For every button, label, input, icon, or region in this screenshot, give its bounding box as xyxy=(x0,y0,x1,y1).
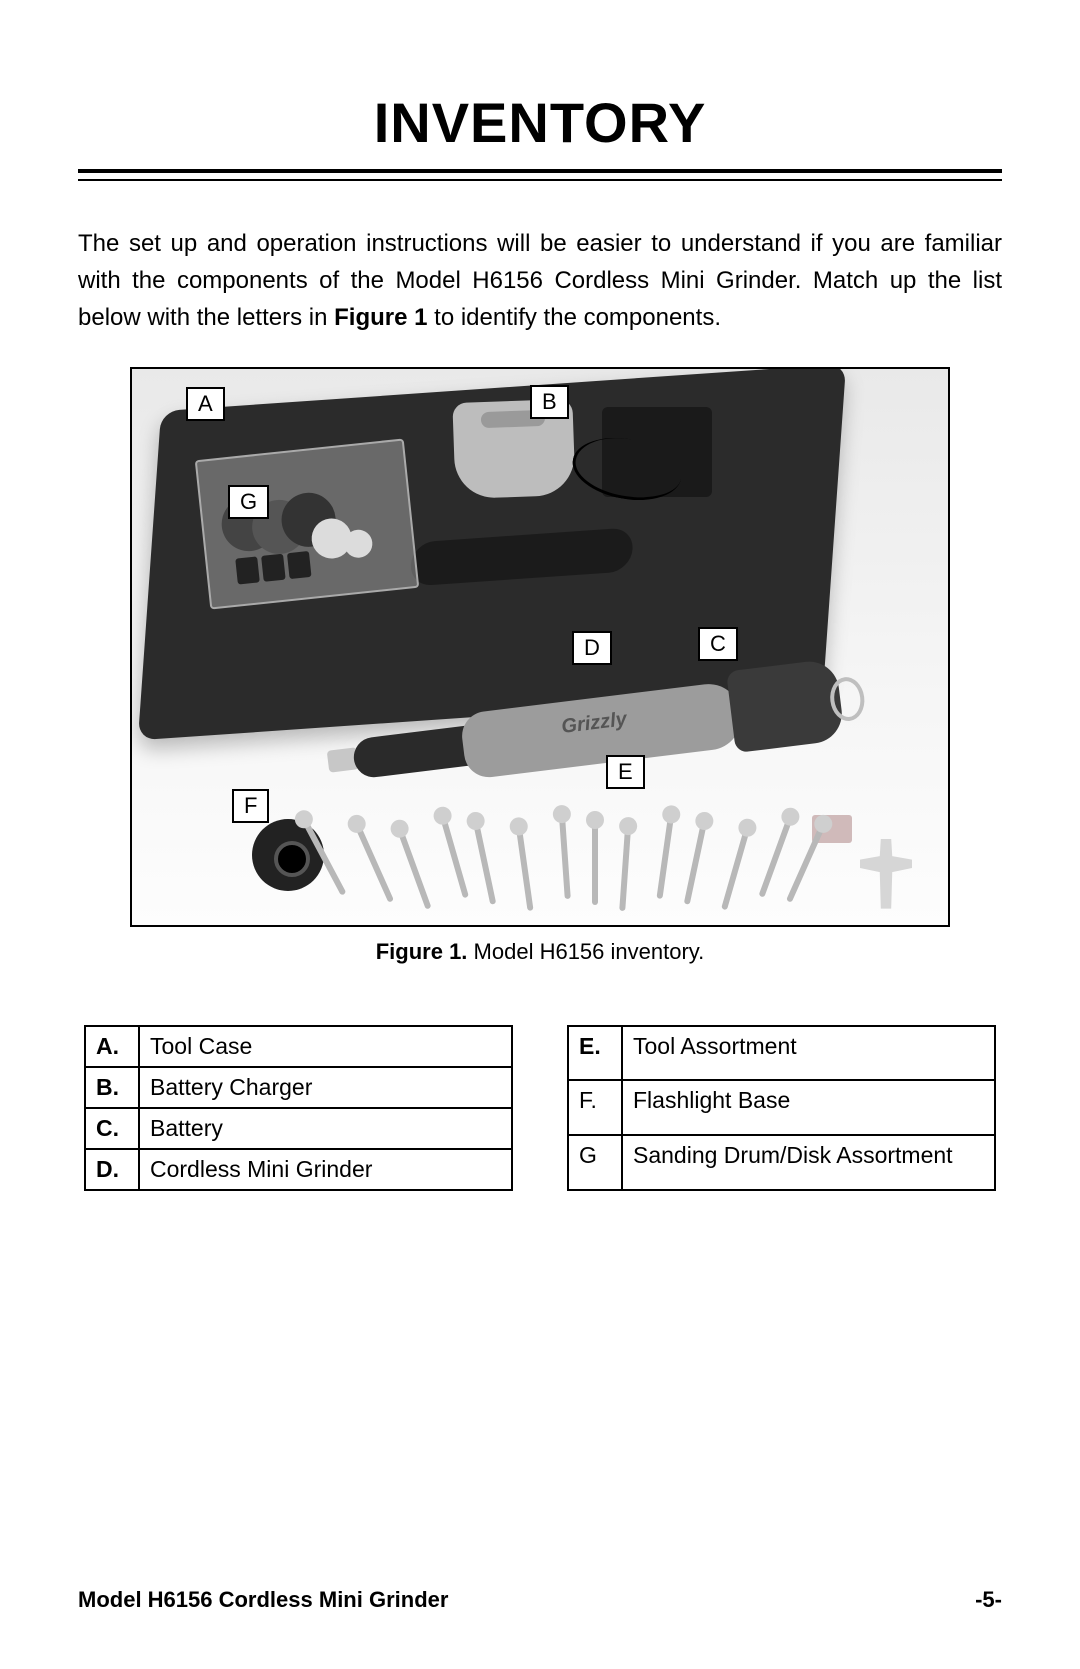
component-name: Sanding Drum/Disk Assortment xyxy=(622,1135,995,1190)
rule-thin xyxy=(78,179,1002,181)
tool-bit-icon xyxy=(721,831,749,910)
table-row: B.Battery Charger xyxy=(85,1067,512,1108)
component-name: Tool Assortment xyxy=(622,1026,995,1081)
component-name: Battery Charger xyxy=(139,1067,512,1108)
sanding-tray-shape xyxy=(195,438,420,609)
table-row: GSanding Drum/Disk Assortment xyxy=(568,1135,995,1190)
table-row: D.Cordless Mini Grinder xyxy=(85,1149,512,1190)
tool-bit-icon xyxy=(592,825,598,905)
callout-label-d: D xyxy=(572,631,612,665)
component-key: E. xyxy=(568,1026,622,1081)
page-title: INVENTORY xyxy=(78,90,1002,155)
rule-thick xyxy=(78,169,1002,173)
callout-label-g: G xyxy=(228,485,269,519)
component-key: D. xyxy=(85,1149,139,1190)
table-row: F.Flashlight Base xyxy=(568,1080,995,1135)
caption-bold: Figure 1. xyxy=(376,939,468,964)
callout-label-e: E xyxy=(606,755,645,789)
intro-bold: Figure 1 xyxy=(334,304,427,331)
components-table-left: A.Tool CaseB.Battery ChargerC.BatteryD.C… xyxy=(84,1025,513,1191)
wrench-icon xyxy=(860,839,912,909)
component-key: C. xyxy=(85,1108,139,1149)
table-row: A.Tool Case xyxy=(85,1026,512,1067)
case-handle-shape xyxy=(409,527,634,586)
tool-bit-icon xyxy=(516,831,533,911)
tool-bit-icon xyxy=(619,830,631,910)
component-name: Flashlight Base xyxy=(622,1080,995,1135)
tool-bit-icon xyxy=(474,825,497,904)
component-tables: A.Tool CaseB.Battery ChargerC.BatteryD.C… xyxy=(78,1025,1002,1191)
tool-bit-icon xyxy=(759,820,792,897)
tool-bit-icon xyxy=(356,827,394,903)
tool-bit-icon xyxy=(786,827,824,903)
caption-rest: Model H6156 inventory. xyxy=(467,939,704,964)
tool-assortment-shape xyxy=(282,799,912,919)
intro-post: to identify the components. xyxy=(427,304,721,331)
callout-label-b: B xyxy=(530,385,569,419)
components-table-right: E.Tool AssortmentF.Flashlight BaseGSandi… xyxy=(567,1025,996,1191)
component-key: G xyxy=(568,1135,622,1190)
manual-page: INVENTORY The set up and operation instr… xyxy=(0,0,1080,1669)
grinder-battery-shape xyxy=(726,658,845,753)
sanding-drum-icon xyxy=(287,551,312,579)
table-row: C.Battery xyxy=(85,1108,512,1149)
figure-1: Grizzly ABGDCEF xyxy=(130,367,950,927)
sanding-drum-icon xyxy=(235,556,260,584)
component-name: Tool Case xyxy=(139,1026,512,1067)
tool-bit-icon xyxy=(684,825,707,904)
footer-page-number: -5- xyxy=(975,1587,1002,1613)
tool-bit-icon xyxy=(559,818,571,898)
page-footer: Model H6156 Cordless Mini Grinder -5- xyxy=(78,1587,1002,1613)
callout-label-a: A xyxy=(186,387,225,421)
footer-model: Model H6156 Cordless Mini Grinder xyxy=(78,1587,448,1613)
sanding-drum-icon xyxy=(261,553,286,581)
component-key: F. xyxy=(568,1080,622,1135)
tool-bit-icon xyxy=(399,832,432,909)
component-key: A. xyxy=(85,1026,139,1067)
tool-bit-icon xyxy=(441,819,469,898)
callout-label-f: F xyxy=(232,789,269,823)
component-name: Battery xyxy=(139,1108,512,1149)
component-key: B. xyxy=(85,1067,139,1108)
table-row: E.Tool Assortment xyxy=(568,1026,995,1081)
intro-paragraph: The set up and operation instructions wi… xyxy=(78,225,1002,337)
component-name: Cordless Mini Grinder xyxy=(139,1149,512,1190)
tool-bit-icon xyxy=(656,819,673,899)
tool-bit-icon xyxy=(304,822,347,895)
callout-label-c: C xyxy=(698,627,738,661)
figure-caption: Figure 1. Model H6156 inventory. xyxy=(78,939,1002,965)
